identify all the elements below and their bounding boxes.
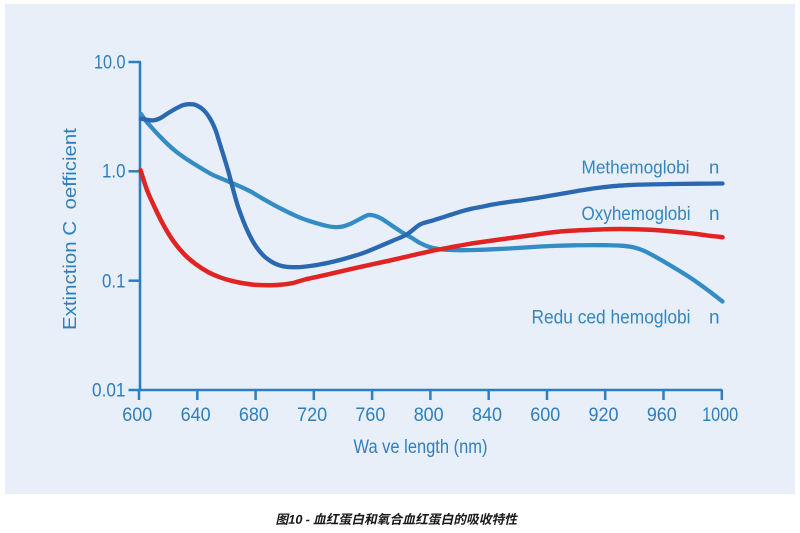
svg-text:760: 760 (355, 404, 385, 426)
svg-text:920: 920 (589, 404, 619, 426)
svg-text:Redu ced hemoglobi: Redu ced hemoglobi (532, 308, 691, 329)
svg-text:1.0: 1.0 (102, 162, 126, 183)
svg-text:840: 840 (472, 404, 502, 426)
svg-text:600: 600 (122, 404, 152, 426)
svg-text:800: 800 (414, 404, 444, 426)
svg-text:680: 680 (239, 404, 269, 426)
svg-text:n: n (709, 157, 719, 178)
svg-text:n: n (709, 204, 720, 225)
svg-text:0.1: 0.1 (102, 271, 126, 292)
svg-text:Wa ve length (nm): Wa ve length (nm) (354, 436, 488, 458)
svg-text:Methemoglobi: Methemoglobi (582, 157, 690, 178)
svg-text:0.01: 0.01 (92, 380, 126, 401)
svg-text:Extinction C oefficient: Extinction C oefficient (59, 128, 80, 330)
svg-text:n: n (709, 308, 720, 329)
svg-text:10.0: 10.0 (94, 52, 126, 73)
svg-text:720: 720 (297, 404, 327, 426)
svg-text:1000: 1000 (702, 404, 738, 426)
svg-text:960: 960 (647, 404, 677, 426)
svg-text:600: 600 (530, 404, 560, 426)
svg-text:640: 640 (181, 404, 211, 426)
svg-text:Oxyhemoglobi: Oxyhemoglobi (582, 204, 691, 225)
